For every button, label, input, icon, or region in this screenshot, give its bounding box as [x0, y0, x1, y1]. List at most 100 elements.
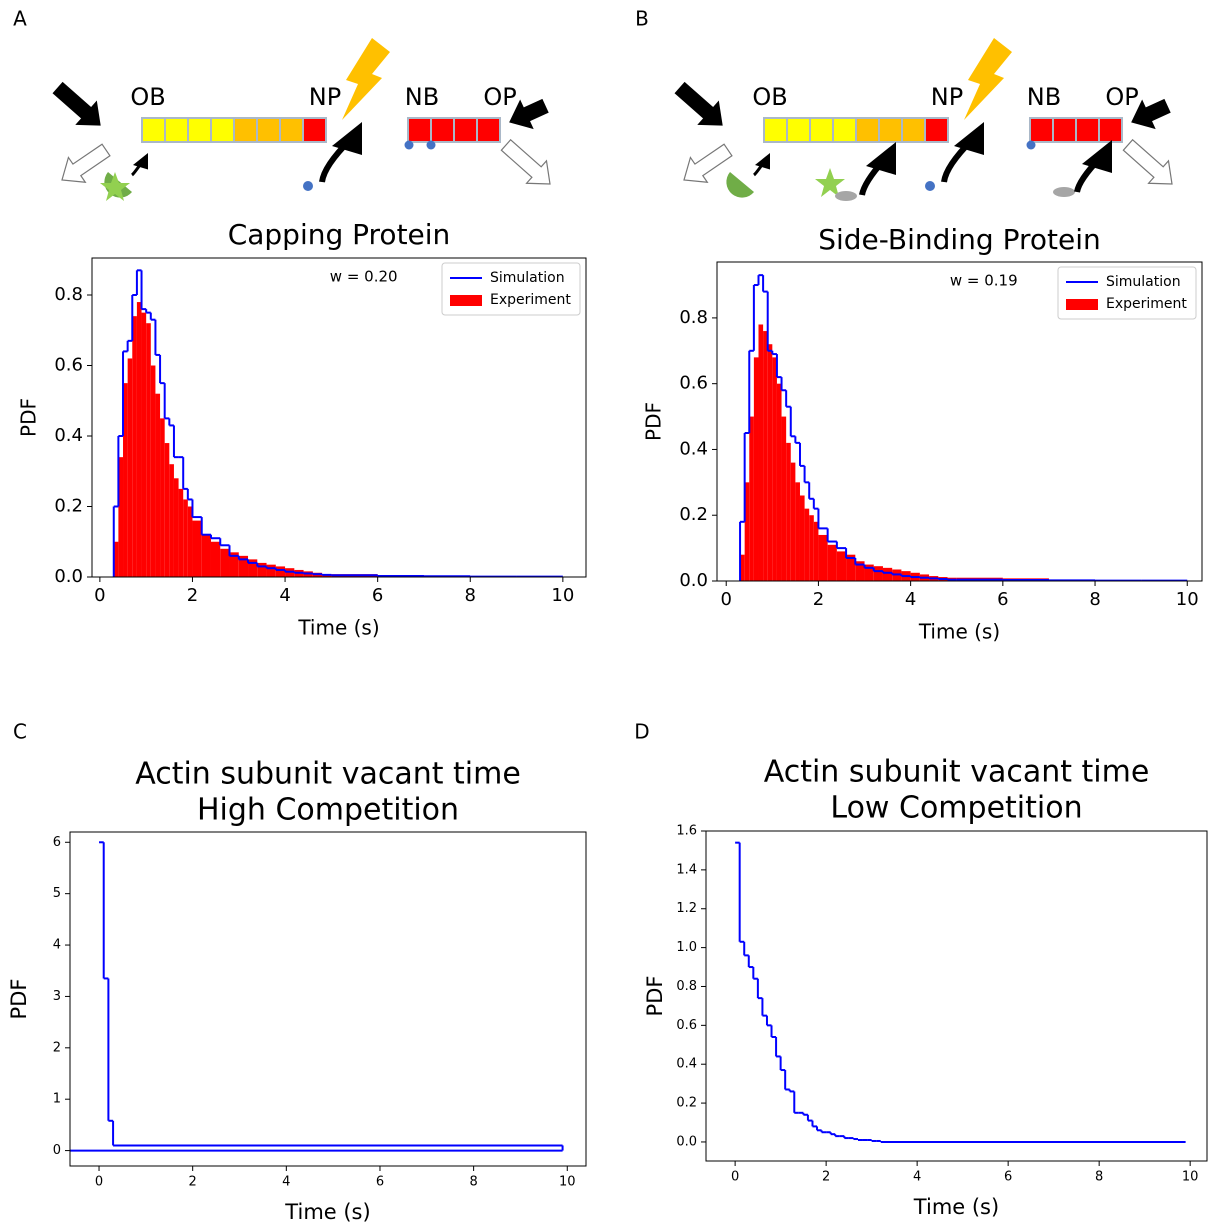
arrow-head — [133, 153, 148, 170]
subunit — [1098, 117, 1123, 143]
y-axis-label: PDF — [642, 402, 666, 441]
subunit — [1075, 117, 1100, 143]
histogram-bar — [136, 302, 142, 577]
histogram-bar — [786, 442, 791, 581]
side-protein — [1053, 187, 1075, 197]
arrow-head — [954, 122, 984, 155]
histogram-bar — [740, 554, 745, 581]
x-tick-label: 10 — [1182, 1169, 1199, 1184]
hollow-arrow — [61, 143, 111, 183]
legend-swatch — [450, 295, 482, 306]
x-axis-label: Time (s) — [284, 1200, 370, 1222]
histogram-bar — [799, 495, 805, 581]
x-tick-label: 0 — [720, 589, 731, 610]
star — [815, 168, 845, 197]
histogram-bar — [809, 515, 814, 581]
histogram-bar — [123, 383, 128, 577]
x-tick-label: 2 — [187, 585, 198, 606]
y-tick-label: 4 — [53, 938, 61, 953]
histogram-bar — [795, 482, 800, 581]
subunit — [256, 117, 281, 143]
x-tick-label: 10 — [1176, 589, 1199, 610]
y-tick-label: 0.2 — [679, 504, 708, 525]
histogram-bar — [155, 393, 161, 577]
x-tick-label: 6 — [376, 1174, 384, 1189]
side-protein — [835, 191, 857, 201]
y-tick-label: 0.8 — [54, 284, 83, 305]
arrow-head — [1082, 140, 1112, 173]
panel-label: B — [635, 7, 649, 31]
plot-area — [112, 269, 564, 577]
histogram-bar — [257, 562, 267, 577]
subunit — [453, 117, 478, 143]
histogram-bar — [753, 357, 759, 581]
histogram-bar — [781, 416, 787, 581]
x-tick-label: 10 — [551, 585, 574, 606]
diagram-label: NP — [931, 83, 963, 111]
hollow-arrow — [1122, 138, 1173, 185]
y-tick-label: 0.0 — [54, 566, 83, 587]
histogram-bar — [827, 544, 837, 581]
histogram-bar — [229, 552, 239, 577]
y-axis-label: PDF — [17, 398, 41, 437]
histogram-bar — [763, 331, 768, 581]
x-tick-label: 10 — [559, 1174, 576, 1189]
subunit — [141, 117, 166, 143]
legend-label: Simulation — [490, 270, 565, 286]
histogram-bar — [776, 383, 782, 581]
chart-subtitle: High Competition — [197, 793, 459, 828]
y-axis-label: PDF — [643, 976, 667, 1017]
histogram-bar — [210, 541, 221, 577]
subunit — [786, 117, 811, 143]
y-tick-label: 1.6 — [676, 824, 697, 839]
y-tick-label: 0.8 — [676, 979, 697, 994]
hollow-arrow — [683, 143, 733, 183]
x-axis-label: Time (s) — [913, 1195, 999, 1219]
arrow — [1131, 98, 1171, 130]
panel-label: D — [634, 720, 649, 744]
histogram-bar — [873, 566, 883, 581]
legend-label: Experiment — [1106, 296, 1187, 312]
histogram-bar — [220, 548, 230, 577]
y-tick-label: 5 — [53, 886, 61, 901]
histogram-bar — [813, 521, 819, 581]
protein-dot — [1026, 140, 1036, 150]
annotation: w = 0.19 — [950, 272, 1018, 290]
lightning — [342, 38, 390, 120]
y-tick-label: 0.6 — [54, 355, 83, 376]
subunit — [279, 117, 304, 143]
histogram-bar — [749, 416, 754, 581]
x-tick-label: 2 — [189, 1174, 197, 1189]
histogram-bar — [127, 358, 133, 577]
chart-title: Actin subunit vacant time — [135, 757, 521, 792]
histogram-bar — [169, 464, 174, 577]
legend-swatch — [1066, 299, 1098, 310]
y-tick-label: 0.4 — [54, 425, 83, 446]
panel-label: C — [13, 720, 27, 744]
y-tick-label: 1.2 — [676, 901, 697, 916]
y-tick-label: 1.0 — [676, 940, 697, 955]
x-tick-label: 0 — [731, 1169, 739, 1184]
arrow-head — [755, 153, 770, 170]
subunit — [832, 117, 857, 143]
y-axis-label: PDF — [7, 979, 31, 1020]
arrow — [52, 81, 101, 126]
chart-title: Capping Protein — [228, 218, 451, 251]
x-tick-label: 4 — [279, 585, 290, 606]
panel-label: A — [13, 7, 27, 31]
subunit — [430, 117, 455, 143]
histogram-bar — [183, 499, 188, 577]
arrow-head — [332, 122, 362, 155]
histogram-bar — [882, 567, 893, 581]
subunit — [809, 117, 834, 143]
histogram-bar — [846, 554, 856, 581]
subunit — [1029, 117, 1054, 143]
histogram-bar — [744, 482, 750, 581]
subunit — [302, 117, 327, 143]
y-tick-label: 2 — [53, 1040, 61, 1055]
subunit — [924, 117, 949, 143]
diagram-label: OP — [483, 83, 516, 111]
plot-area — [70, 841, 564, 1152]
arrow — [674, 81, 723, 126]
